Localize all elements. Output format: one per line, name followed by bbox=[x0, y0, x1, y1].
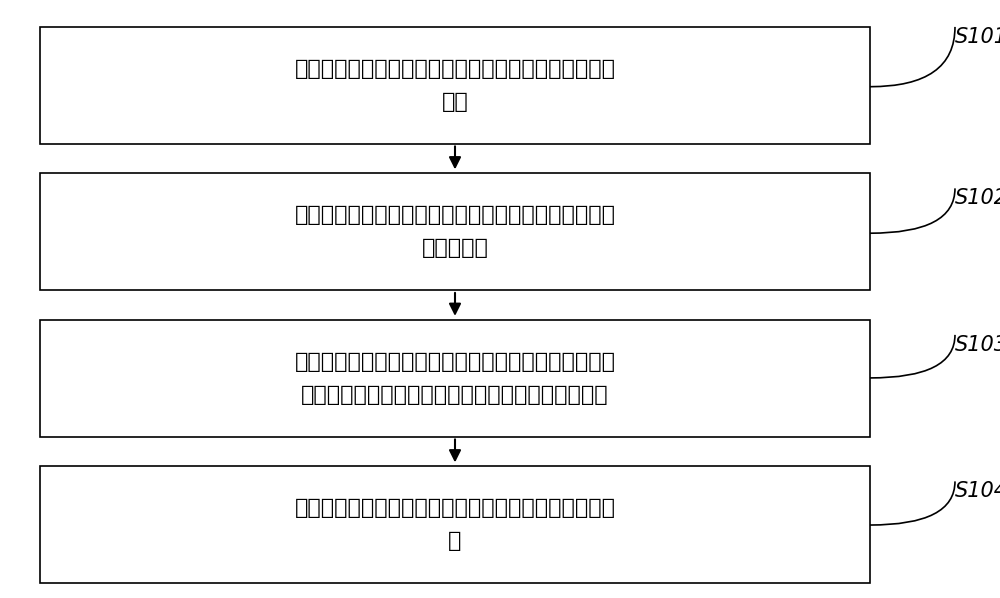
FancyBboxPatch shape bbox=[40, 466, 870, 583]
Text: 根据所述通道图像序列的变化周期，确定所述用户的心
率: 根据所述通道图像序列的变化周期，确定所述用户的心 率 bbox=[294, 498, 616, 551]
FancyBboxPatch shape bbox=[40, 173, 870, 290]
Text: S103: S103 bbox=[955, 335, 1000, 355]
Text: S102: S102 bbox=[955, 188, 1000, 208]
Text: 提取所述待分析视频中的预定通道的通道图像，生成通
道图像序列: 提取所述待分析视频中的预定通道的通道图像，生成通 道图像序列 bbox=[294, 205, 616, 258]
Text: S104: S104 bbox=[955, 481, 1000, 501]
Text: S101: S101 bbox=[955, 27, 1000, 47]
FancyBboxPatch shape bbox=[40, 27, 870, 144]
Text: 根据预先设定的帧率采集包括用户的面部图像的待分析
视频: 根据预先设定的帧率采集包括用户的面部图像的待分析 视频 bbox=[294, 59, 616, 112]
Text: 获取所述通道图像序列中的通道图像的脸部颜色特征，
根据所述颜色特征确定所述通道图像序列的变化周期: 获取所述通道图像序列中的通道图像的脸部颜色特征， 根据所述颜色特征确定所述通道图… bbox=[294, 352, 616, 405]
FancyBboxPatch shape bbox=[40, 320, 870, 437]
